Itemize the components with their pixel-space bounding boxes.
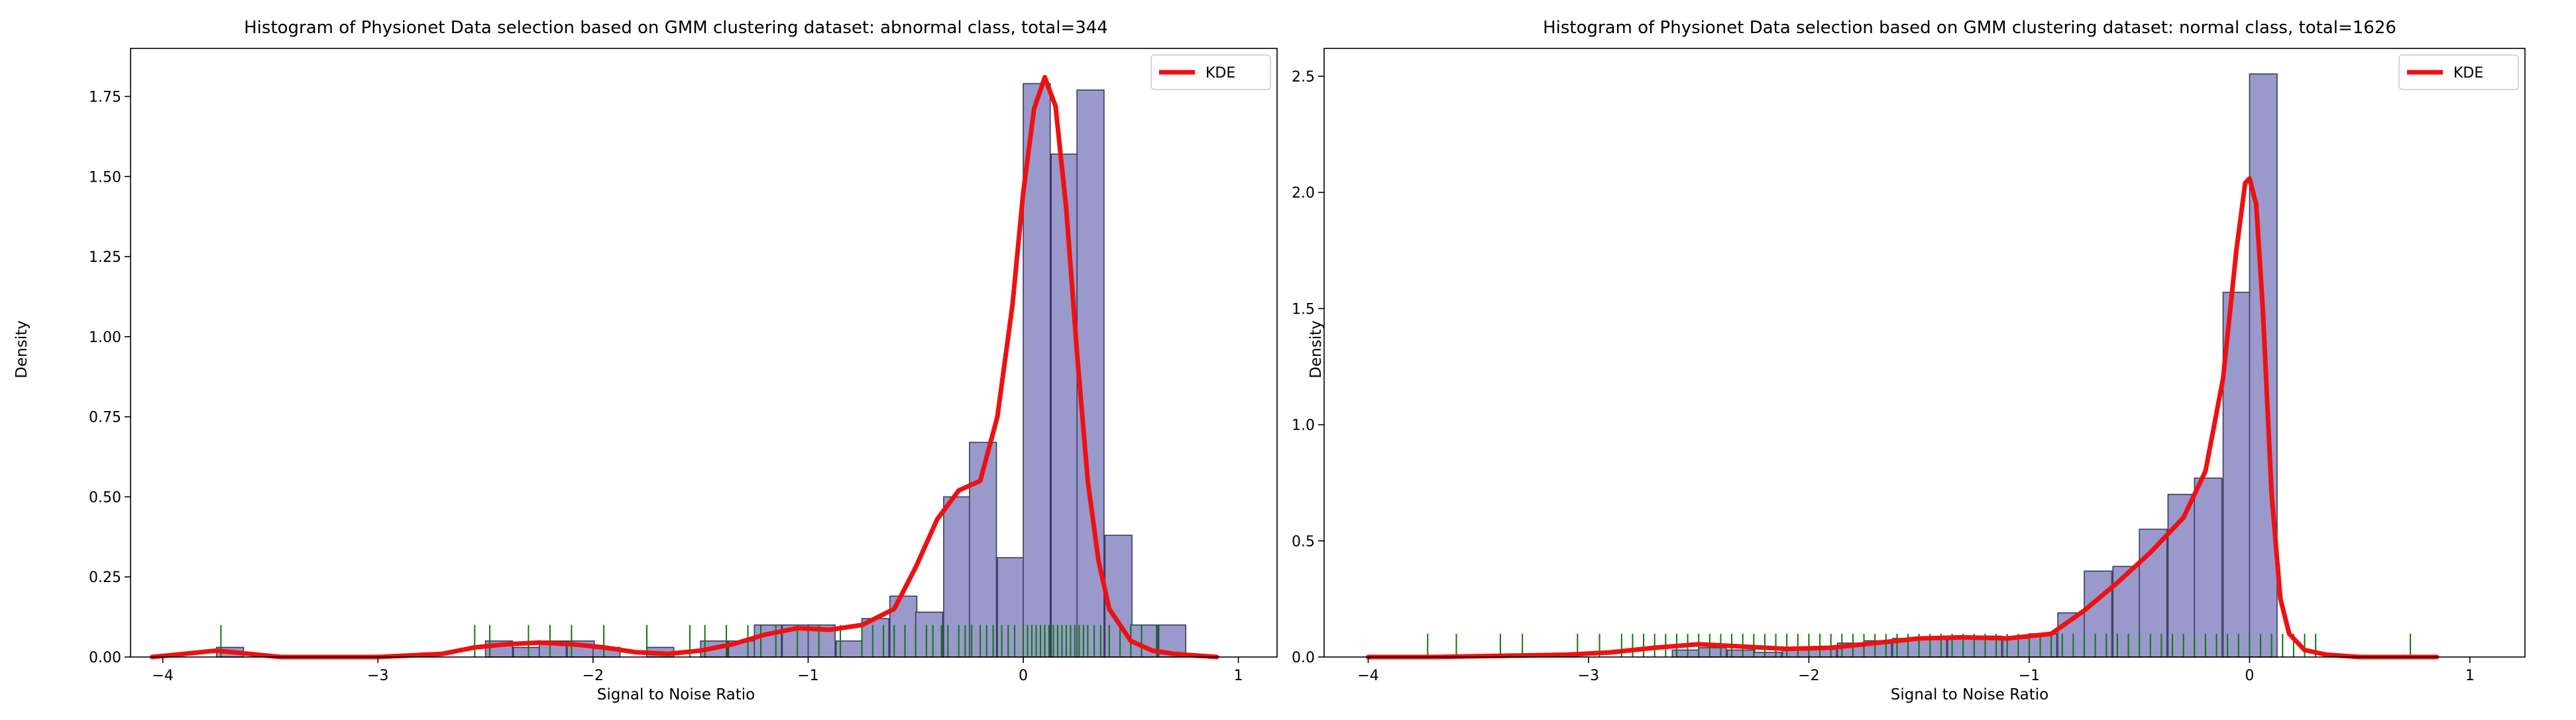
histogram-bar: [754, 624, 782, 658]
histogram-bar: [969, 442, 997, 658]
y-axis-label: Density: [1308, 320, 1325, 378]
x-tick-label: −2: [1798, 668, 1819, 684]
legend-box: [2398, 54, 2519, 90]
y-tick-label: 0.75: [89, 410, 121, 426]
legend-label: KDE: [2453, 65, 2483, 82]
histogram-bar: [1753, 652, 1782, 658]
y-tick-label: 1.00: [89, 330, 121, 346]
x-tick-label: −1: [2019, 668, 2040, 684]
y-tick-label: 1.5: [1292, 301, 1315, 318]
y-tick-label: 1.25: [89, 249, 121, 266]
x-tick-label: 0: [1019, 668, 1028, 684]
x-tick-label: −2: [583, 668, 604, 684]
legend: KDE: [2398, 54, 2519, 90]
chart-title: Histogram of Physionet Data selection ba…: [244, 18, 1108, 38]
y-tick-label: 1.75: [89, 89, 121, 105]
y-tick-label: 0.00: [89, 650, 121, 666]
y-tick-label: 2.5: [1292, 69, 1315, 86]
histogram-bar: [1023, 83, 1051, 658]
x-tick-label: 1: [2465, 668, 2475, 684]
x-tick-label: −4: [152, 668, 173, 684]
x-tick-label: −4: [1357, 668, 1378, 684]
axes-frame: [130, 48, 1278, 658]
y-tick-label: 2.0: [1292, 185, 1315, 202]
histogram-bar: [1918, 638, 1948, 658]
x-tick-label: 1: [1234, 668, 1243, 684]
legend-label: KDE: [1205, 65, 1235, 82]
x-axis-label: Signal to Noise Ratio: [597, 686, 756, 703]
x-tick-label: −3: [1578, 668, 1599, 684]
chart-title: Histogram of Physionet Data selection ba…: [1543, 18, 2396, 38]
histogram-bar: [2084, 570, 2113, 658]
y-axis-label: Density: [13, 320, 30, 378]
chart-normal-class: Histogram of Physionet Data selection ba…: [1292, 18, 2526, 703]
chart-abnormal-class: Histogram of Physionet Data selection ba…: [13, 18, 1278, 703]
histogram-bar: [915, 611, 944, 658]
plot-area: −4 −3 −2 −1 0 1 0.00 0.25 0.50 0.75 1.00 1.25 1.50 1.…: [89, 48, 1278, 684]
y-tick-label: 0.25: [89, 570, 121, 586]
histogram-bar: [512, 646, 541, 658]
kde-line: [150, 75, 1219, 660]
histogram-bar: [1050, 153, 1079, 658]
y-tick-label: 0.0: [1292, 650, 1315, 666]
y-tick-label: 1.0: [1292, 418, 1315, 434]
legend: KDE: [1150, 54, 1271, 90]
kde-line: [1366, 176, 2439, 660]
plot-area: −4 −3 −2 −1 0 1 0.0 0.5 1.0 1.5 2.0 2.5 KDE: [1292, 48, 2526, 684]
legend-box: [1150, 54, 1271, 90]
x-tick-label: −3: [367, 668, 388, 684]
y-tick-label: 1.50: [89, 169, 121, 186]
histogram-bar: [1698, 647, 1727, 658]
y-tick-label: 0.5: [1292, 534, 1315, 550]
y-tick-label: 0.50: [89, 489, 121, 506]
histogram-bar: [2194, 477, 2223, 658]
x-tick-label: 0: [2245, 668, 2254, 684]
axes-frame: [1323, 48, 2526, 658]
x-axis-label: Signal to Noise Ratio: [1891, 686, 2049, 703]
x-tick-label: −1: [797, 668, 818, 684]
